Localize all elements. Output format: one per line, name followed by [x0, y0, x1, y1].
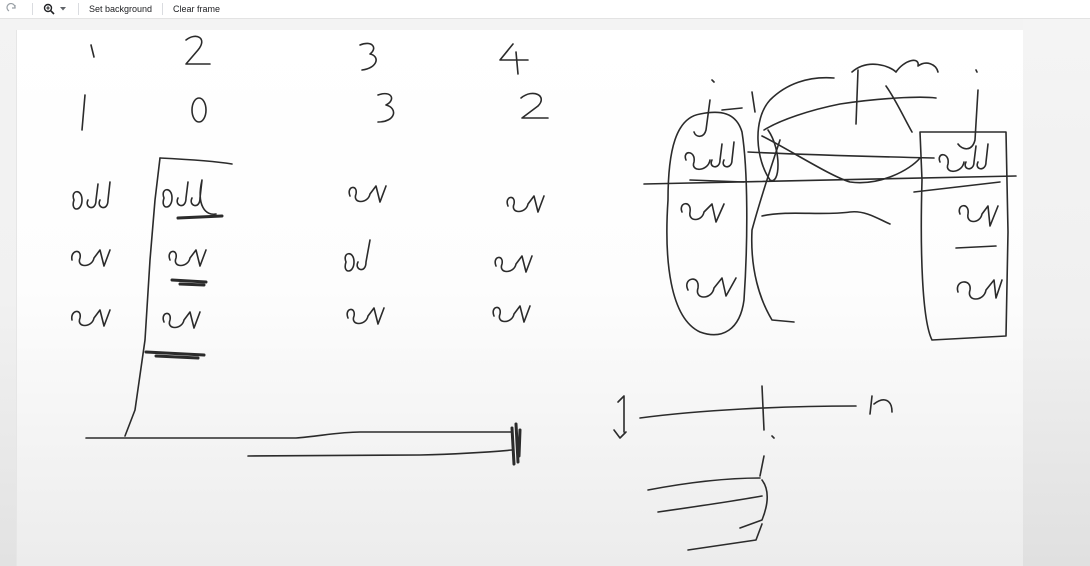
clear-frame-button[interactable]: Clear frame	[173, 4, 221, 14]
side-panel-background	[1023, 19, 1090, 566]
toolbar-divider	[162, 3, 164, 15]
chevron-down-icon[interactable]	[60, 0, 66, 18]
zoom-in-icon[interactable]	[43, 0, 55, 18]
set-background-button[interactable]: Set background	[89, 4, 153, 14]
redo-icon[interactable]	[6, 0, 18, 18]
toolbar-divider	[32, 3, 33, 15]
toolbar-divider	[78, 3, 79, 15]
toolbar: Set background Clear frame	[0, 0, 1090, 19]
